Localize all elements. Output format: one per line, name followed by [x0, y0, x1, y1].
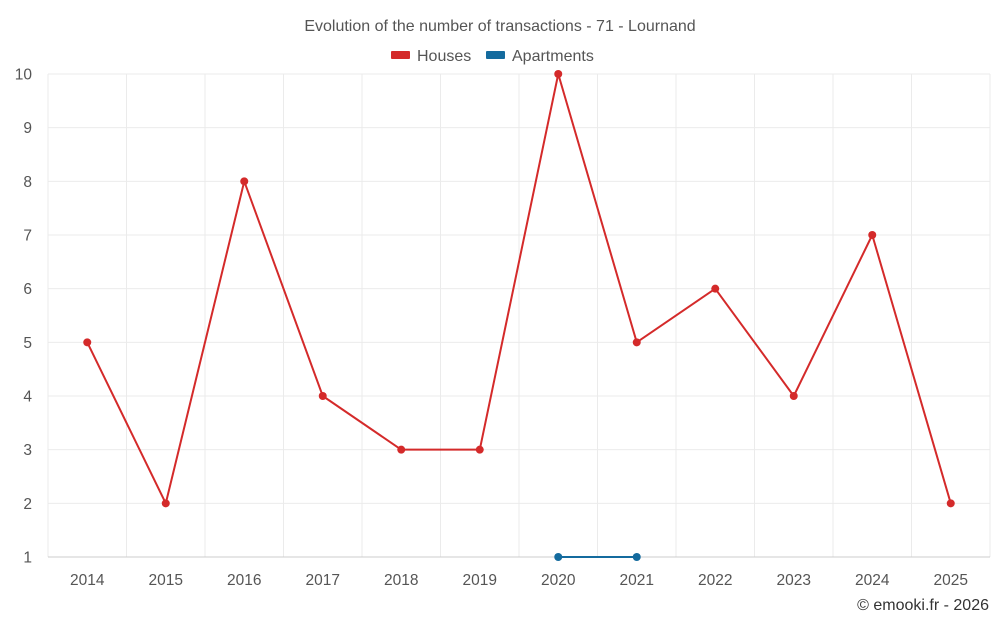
grid-lines — [47, 73, 991, 557]
legend-item-houses[interactable]: Houses — [391, 48, 471, 65]
legend-swatch-houses — [391, 51, 410, 59]
x-tick-label: 2015 — [149, 572, 183, 589]
y-tick-label: 2 — [23, 496, 32, 513]
y-tick-label: 3 — [23, 442, 32, 459]
data-point-houses-2022[interactable] — [711, 284, 720, 293]
x-tick-label: 2014 — [70, 572, 105, 589]
series-lines — [83, 70, 955, 561]
x-tick-label: 2018 — [384, 572, 418, 589]
chart-title: Evolution of the number of transactions … — [304, 18, 695, 35]
x-tick-label: 2017 — [306, 572, 340, 589]
series-line-houses — [86, 73, 952, 505]
chart-legend[interactable]: Houses Apartments — [391, 48, 594, 65]
legend-label-houses: Houses — [417, 48, 471, 65]
data-point-houses-2015[interactable] — [161, 499, 170, 508]
axes: 1 2 3 4 5 6 7 8 9 10 2014 2015 2016 2017 2018 2019 2020 2… — [15, 67, 990, 589]
x-tick-label: 2019 — [463, 572, 497, 589]
data-point-houses-2021[interactable] — [632, 338, 641, 347]
y-tick-label: 5 — [23, 335, 32, 352]
y-tick-label: 7 — [23, 228, 32, 245]
y-tick-label: 8 — [23, 174, 32, 191]
chart-credit: © emooki.fr - 2026 — [857, 597, 989, 614]
x-tick-label: 2023 — [777, 572, 811, 589]
data-point-houses-2020[interactable] — [554, 70, 563, 78]
y-tick-label: 10 — [15, 67, 33, 84]
data-point-houses-2025[interactable] — [946, 499, 955, 508]
data-point-houses-2017[interactable] — [318, 392, 327, 400]
data-point-houses-2019[interactable] — [475, 445, 484, 454]
data-point-houses-2018[interactable] — [397, 445, 406, 454]
x-tick-label: 2021 — [620, 572, 654, 589]
data-point-apartments-2021[interactable] — [632, 553, 641, 561]
legend-label-apartments: Apartments — [512, 48, 594, 65]
data-point-apartments-2020[interactable] — [554, 553, 563, 561]
y-tick-label: 6 — [23, 281, 32, 298]
data-point-houses-2016[interactable] — [240, 177, 249, 186]
x-tick-label: 2020 — [541, 572, 576, 589]
legend-swatch-apartments — [486, 51, 505, 59]
y-tick-label: 4 — [23, 389, 32, 406]
y-tick-label: 9 — [23, 120, 32, 137]
x-tick-label: 2025 — [934, 572, 968, 589]
data-point-houses-2014[interactable] — [83, 338, 92, 347]
data-point-houses-2023[interactable] — [789, 392, 798, 400]
data-point-houses-2024[interactable] — [868, 231, 877, 239]
x-tick-label: 2016 — [227, 572, 261, 589]
y-tick-label: 1 — [23, 550, 32, 567]
legend-item-apartments[interactable]: Apartments — [486, 48, 594, 65]
x-tick-label: 2022 — [698, 572, 732, 589]
x-tick-label: 2024 — [855, 572, 890, 589]
